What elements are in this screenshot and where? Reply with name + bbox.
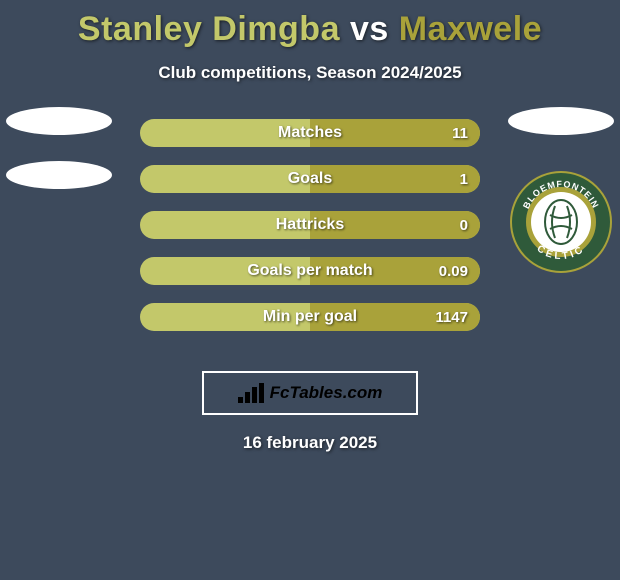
bloemfontein-celtic-badge: BLOEMFONTEIN CELTIC xyxy=(510,171,612,273)
fctables-label: FcTables.com xyxy=(270,383,383,403)
player2-badge-column: BLOEMFONTEIN CELTIC xyxy=(508,107,614,273)
stat-right-value: 1147 xyxy=(435,309,468,326)
stat-right-value: 11 xyxy=(452,125,468,142)
club-crest-icon: BLOEMFONTEIN CELTIC xyxy=(510,171,612,273)
stat-label: Goals xyxy=(288,170,332,188)
player2-name: Maxwele xyxy=(399,10,542,48)
subtitle: Club competitions, Season 2024/2025 xyxy=(0,63,620,83)
date: 16 february 2025 xyxy=(0,433,620,453)
comparison-title: Stanley Dimgba vs Maxwele xyxy=(0,0,620,49)
player1-photo-placeholder xyxy=(6,107,112,135)
fctables-attribution[interactable]: FcTables.com xyxy=(202,371,418,415)
stat-right-value: 0 xyxy=(460,217,468,234)
stat-row-goals-per-match: Goals per match 0.09 xyxy=(140,257,480,285)
player1-badge-column xyxy=(6,107,112,189)
stat-right-fill xyxy=(310,165,480,193)
stat-label: Goals per match xyxy=(247,262,372,280)
stat-label: Min per goal xyxy=(263,308,357,326)
vs-word: vs xyxy=(350,10,389,48)
stat-row-hattricks: Hattricks 0 xyxy=(140,211,480,239)
player2-photo-placeholder xyxy=(508,107,614,135)
stat-row-min-per-goal: Min per goal 1147 xyxy=(140,303,480,331)
player1-club-placeholder xyxy=(6,161,112,189)
stat-right-value: 0.09 xyxy=(439,263,468,280)
stats-area: BLOEMFONTEIN CELTIC Matches 11 xyxy=(0,119,620,359)
player1-name: Stanley Dimgba xyxy=(78,10,340,48)
stat-label: Matches xyxy=(278,124,342,142)
bars-icon xyxy=(238,383,264,403)
stat-rows: Matches 11 Goals 1 Hattricks 0 Goals per… xyxy=(140,119,480,349)
stat-row-goals: Goals 1 xyxy=(140,165,480,193)
stat-row-matches: Matches 11 xyxy=(140,119,480,147)
stat-label: Hattricks xyxy=(276,216,344,234)
stat-right-value: 1 xyxy=(460,171,468,188)
